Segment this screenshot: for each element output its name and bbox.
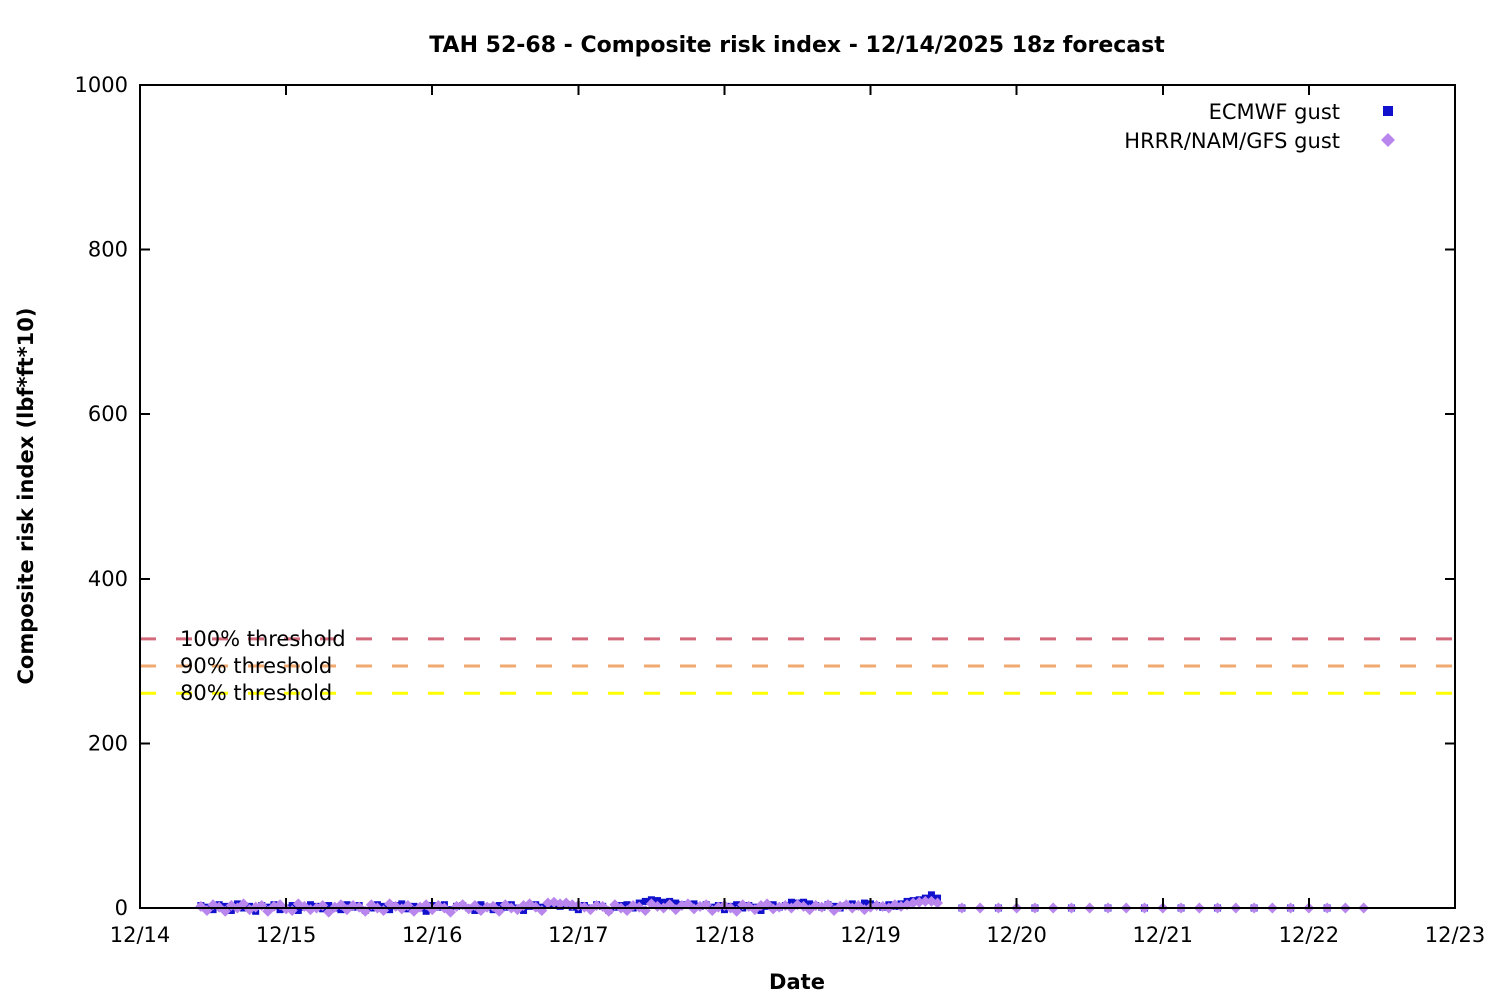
x-tick-label: 12/18 xyxy=(694,923,755,947)
x-tick-label: 12/21 xyxy=(1133,923,1194,947)
x-tick-label: 12/19 xyxy=(840,923,901,947)
square-marker xyxy=(325,902,333,910)
square-marker xyxy=(733,901,741,909)
diamond-marker xyxy=(323,906,335,918)
legend-square-icon xyxy=(1383,106,1393,116)
y-tick-label: 800 xyxy=(88,238,128,262)
x-tick-label: 12/16 xyxy=(402,923,463,947)
square-marker xyxy=(422,907,430,915)
square-marker xyxy=(653,897,661,905)
x-axis-label: Date xyxy=(769,970,825,994)
threshold-lines xyxy=(140,637,1455,695)
square-marker xyxy=(927,891,935,899)
x-tick-label: 12/22 xyxy=(1279,923,1340,947)
series-hrrr-nam-gfs-gust xyxy=(195,895,1370,918)
y-tick-label: 600 xyxy=(88,402,128,426)
x-tick-label: 12/15 xyxy=(256,923,317,947)
square-marker xyxy=(294,906,302,914)
square-marker xyxy=(660,898,668,906)
x-tick-label: 12/23 xyxy=(1425,923,1486,947)
diamond-marker xyxy=(932,897,944,909)
plot-border xyxy=(139,84,1456,909)
square-marker xyxy=(860,899,868,907)
y-axis-label: Composite risk index (lbf*ft*10) xyxy=(14,307,38,684)
square-marker xyxy=(672,899,680,907)
x-tick-label: 12/20 xyxy=(986,923,1047,947)
legend-hrrr-nam-gfs-label: HRRR/NAM/GFS gust xyxy=(1124,129,1340,153)
diamond-marker xyxy=(919,895,931,907)
diamond-marker xyxy=(238,898,250,910)
square-marker xyxy=(641,897,649,905)
threshold-90-label: 90% threshold xyxy=(180,654,332,678)
legend-markers xyxy=(1381,106,1395,147)
square-marker xyxy=(495,902,503,910)
square-marker xyxy=(787,898,795,906)
diamond-marker xyxy=(682,898,694,910)
diamond-marker xyxy=(444,906,456,918)
y-tick-label: 0 xyxy=(115,896,128,920)
legend-ecmwf-label: ECMWF gust xyxy=(1209,100,1340,124)
threshold-80-label: 80% threshold xyxy=(180,681,332,705)
y-tick-label: 1000 xyxy=(75,73,128,97)
diamond-marker xyxy=(597,900,609,912)
tick-labels: 12/14 12/15 12/16 12/17 12/18 12/19 12/20 12/21… xyxy=(75,73,1486,947)
chart-title: TAH 52-68 - Composite risk index - 12/14… xyxy=(429,33,1165,58)
diamond-marker xyxy=(761,898,773,910)
x-tick-label: 12/14 xyxy=(110,923,171,947)
x-tick-label: 12/17 xyxy=(548,923,609,947)
y-tick-label: 400 xyxy=(88,567,128,591)
plot-frame xyxy=(139,84,1456,909)
square-marker xyxy=(386,906,394,914)
square-marker xyxy=(623,901,631,909)
diamond-marker xyxy=(487,900,499,912)
y-tick-label: 200 xyxy=(88,731,128,755)
threshold-100-label: 100% threshold xyxy=(180,627,346,651)
legend-diamond-icon xyxy=(1381,133,1395,147)
square-marker xyxy=(477,901,485,909)
square-marker xyxy=(806,900,814,908)
data-points xyxy=(195,891,1370,918)
